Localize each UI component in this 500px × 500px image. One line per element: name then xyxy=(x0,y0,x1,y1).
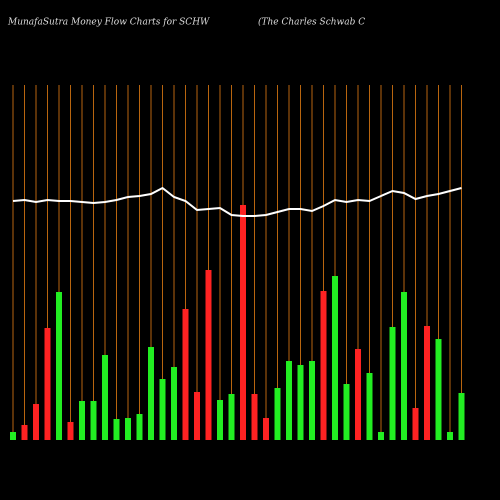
bar xyxy=(447,432,453,440)
bar xyxy=(435,339,442,440)
bar xyxy=(378,432,384,440)
bar xyxy=(90,401,97,440)
bar xyxy=(458,393,465,440)
bar xyxy=(182,309,189,440)
bar xyxy=(401,292,407,440)
bar xyxy=(389,327,396,440)
bar xyxy=(113,419,120,440)
bar xyxy=(297,365,304,440)
bar xyxy=(274,388,281,440)
bar xyxy=(320,291,327,440)
chart-subtitle: (The Charles Schwab C xyxy=(258,17,365,28)
bar xyxy=(125,418,131,440)
bar xyxy=(79,401,85,440)
bar xyxy=(148,347,154,440)
bar xyxy=(228,394,235,440)
bar xyxy=(355,349,361,440)
bar xyxy=(412,408,419,440)
bar xyxy=(102,355,108,440)
bar xyxy=(332,276,338,440)
bar xyxy=(159,379,166,440)
bar xyxy=(240,205,246,440)
bar xyxy=(44,328,51,440)
bar xyxy=(56,292,62,440)
bar xyxy=(217,400,223,440)
bar xyxy=(136,414,143,440)
bar xyxy=(21,425,28,440)
bar xyxy=(343,384,350,440)
bar xyxy=(263,418,269,440)
bar xyxy=(67,422,74,440)
chart-title: MunafaSutra Money Flow Charts for SCHW xyxy=(7,18,210,28)
bar xyxy=(309,361,315,440)
bar xyxy=(366,373,373,440)
bar xyxy=(171,367,177,440)
bar xyxy=(33,404,39,440)
bar xyxy=(286,361,292,440)
bar xyxy=(251,394,258,440)
bar xyxy=(194,392,200,440)
bar xyxy=(10,432,16,440)
money-flow-line xyxy=(12,186,462,217)
bar xyxy=(424,326,430,440)
bar xyxy=(205,270,212,440)
